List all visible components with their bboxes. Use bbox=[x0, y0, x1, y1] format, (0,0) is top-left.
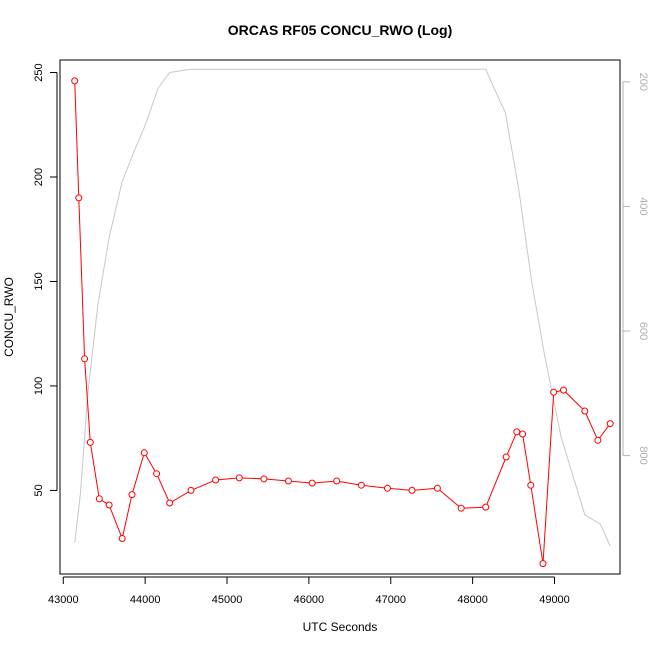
x-tick-label: 46000 bbox=[294, 594, 325, 606]
chart-title: ORCAS RF05 CONCU_RWO (Log) bbox=[228, 22, 453, 38]
data-point bbox=[457, 504, 465, 512]
data-point bbox=[140, 449, 148, 457]
data-point bbox=[166, 499, 174, 507]
y2-tick-label: 200 bbox=[637, 73, 649, 91]
y-tick-label: 50 bbox=[33, 484, 45, 496]
data-point bbox=[550, 388, 558, 396]
data-point bbox=[606, 420, 614, 428]
data-point bbox=[153, 470, 161, 478]
data-point bbox=[187, 486, 195, 494]
y-tick-label: 200 bbox=[33, 168, 45, 186]
x-tick-label: 45000 bbox=[212, 594, 243, 606]
x-tick-label: 49000 bbox=[539, 594, 570, 606]
x-axis: 43000 44000 45000 46000 47000 48000 49000 bbox=[48, 576, 570, 606]
y-tick-label: 100 bbox=[33, 377, 45, 395]
x-tick-label: 44000 bbox=[130, 594, 161, 606]
data-point bbox=[260, 475, 268, 483]
data-point bbox=[502, 453, 510, 461]
data-point bbox=[308, 479, 316, 487]
data-point bbox=[539, 560, 547, 568]
data-point bbox=[581, 407, 589, 415]
y-tick-label: 250 bbox=[33, 63, 45, 81]
y2-axis: 200 400 600 800 bbox=[622, 73, 649, 465]
data-point bbox=[384, 484, 391, 492]
data-point bbox=[81, 355, 89, 363]
data-point bbox=[105, 501, 113, 509]
y2-tick-label: 600 bbox=[637, 322, 649, 340]
data-point bbox=[408, 486, 416, 494]
data-point bbox=[95, 495, 103, 503]
y2-tick-label: 800 bbox=[637, 446, 649, 464]
data-point bbox=[86, 438, 94, 446]
x-tick-label: 48000 bbox=[457, 594, 488, 606]
data-point bbox=[212, 476, 220, 484]
data-point bbox=[433, 484, 441, 492]
data-point bbox=[128, 491, 136, 499]
secondary-series-line bbox=[74, 68, 611, 547]
data-point bbox=[594, 436, 602, 444]
y-tick-label: 150 bbox=[33, 272, 45, 290]
secondary-series-layer bbox=[74, 68, 611, 547]
primary-series-line bbox=[74, 80, 611, 564]
data-point bbox=[118, 535, 126, 542]
primary-series-layer bbox=[71, 77, 614, 568]
data-point bbox=[284, 477, 292, 485]
data-point bbox=[513, 428, 521, 436]
data-point bbox=[519, 430, 527, 438]
x-tick-label: 47000 bbox=[375, 594, 406, 606]
data-point bbox=[71, 77, 79, 85]
data-point bbox=[482, 503, 490, 511]
y2-tick-label: 400 bbox=[637, 197, 649, 215]
x-tick-label: 43000 bbox=[48, 594, 79, 606]
x-axis-label: UTC Seconds bbox=[303, 620, 378, 634]
data-point bbox=[75, 194, 83, 202]
data-point bbox=[357, 481, 365, 489]
y-axis-label: CONCU_RWO bbox=[2, 277, 16, 357]
data-point bbox=[333, 477, 341, 485]
y-axis: 50 100 150 200 250 bbox=[33, 63, 58, 497]
data-point bbox=[527, 481, 535, 489]
data-point bbox=[560, 386, 567, 394]
plot-frame bbox=[59, 59, 621, 575]
data-point bbox=[235, 474, 243, 482]
